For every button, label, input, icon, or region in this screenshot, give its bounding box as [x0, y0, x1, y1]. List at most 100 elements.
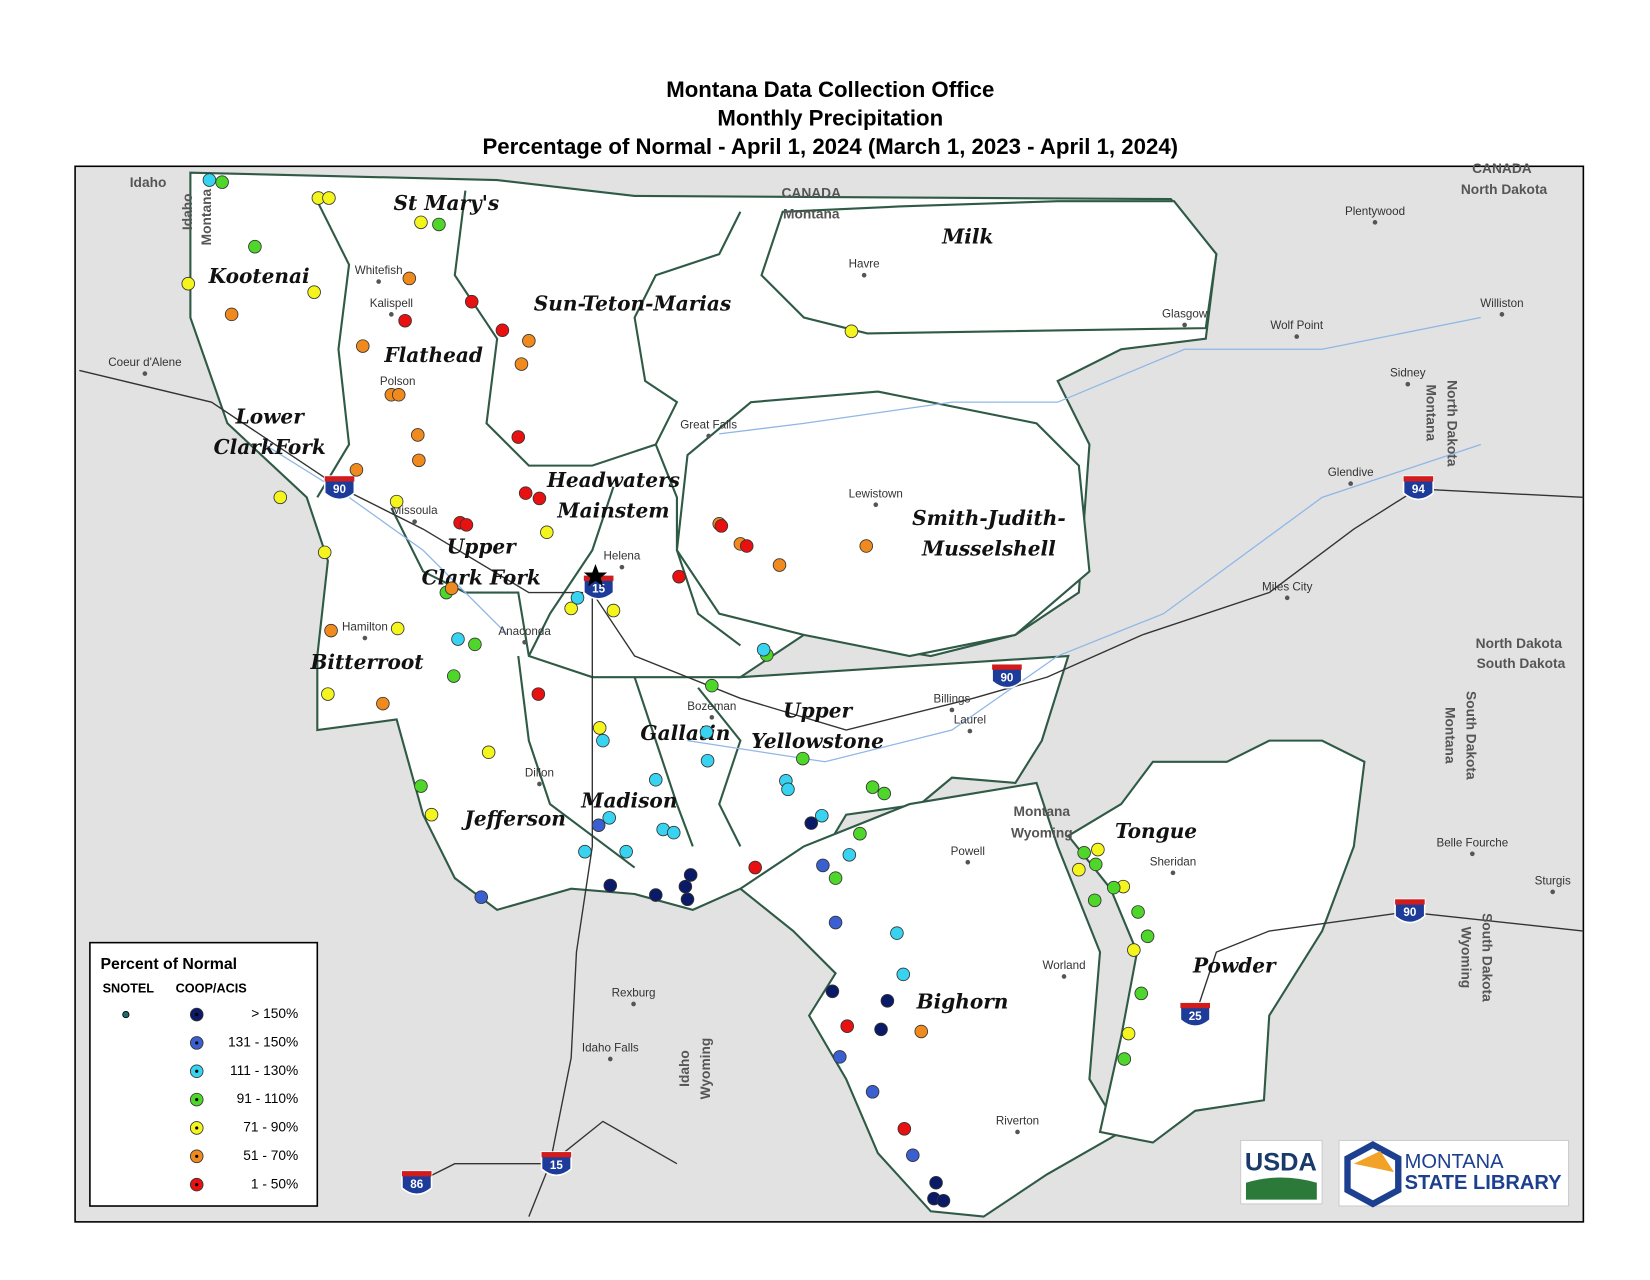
station-dot	[672, 569, 686, 584]
highway-shield-top	[324, 476, 355, 482]
station-dot	[349, 463, 364, 477]
place-label: Wolf Point	[1270, 319, 1324, 332]
basin-label: Tongue	[1115, 819, 1197, 843]
station-dot	[880, 994, 895, 1008]
basin-label: Jefferson	[460, 806, 566, 830]
place-marker	[537, 781, 542, 787]
basin-label: Bitterroot	[309, 650, 424, 674]
station-dot	[446, 669, 461, 683]
highway-number: 90	[1403, 906, 1416, 919]
place-label: Billings	[934, 692, 971, 705]
legend: Percent of Normal SNOTEL COOP/ACIS > 150…	[89, 941, 319, 1207]
region-label: Montana	[1442, 707, 1457, 764]
highway-number: 15	[592, 582, 605, 595]
station-dot	[390, 621, 405, 636]
place-marker	[1348, 481, 1354, 486]
station-dot	[224, 307, 239, 322]
basin-label: Yellowstone	[751, 729, 884, 753]
region-label: Wyoming	[1011, 825, 1073, 840]
station-dot	[859, 539, 874, 553]
highway-shield	[1179, 1002, 1211, 1027]
legend-label: 131 - 150%	[228, 1035, 298, 1050]
station-dot	[683, 868, 698, 882]
station-dot	[825, 984, 840, 999]
place-label: Whitefish	[355, 264, 403, 277]
region-label: Montana	[1014, 804, 1071, 819]
region-label: North Dakota	[1445, 380, 1460, 467]
highway-number: 94	[1412, 483, 1425, 496]
station-dot	[514, 357, 529, 371]
region-label: North Dakota	[1461, 182, 1548, 197]
place-label: Glendive	[1328, 466, 1374, 479]
basin-label: Bighorn	[916, 989, 1009, 1013]
highway-shield-top	[541, 1152, 572, 1158]
place-marker	[1015, 1129, 1020, 1135]
legend-dot-center	[195, 1012, 199, 1017]
title: Monthly Precipitation	[717, 106, 943, 131]
place-marker	[709, 715, 715, 720]
highway-shield-top	[1180, 1002, 1210, 1009]
station-dot	[532, 491, 547, 506]
place-label: Rexburg	[612, 986, 656, 999]
place-marker	[1550, 889, 1556, 895]
place-label: Havre	[849, 258, 880, 271]
station-dot	[815, 808, 829, 823]
legend-label: > 150%	[251, 1006, 298, 1021]
station-dot	[606, 603, 621, 618]
station-dot	[906, 1148, 920, 1163]
library-text: STATE LIBRARY	[1405, 1172, 1563, 1194]
station-dot	[853, 826, 867, 841]
place-marker	[1061, 974, 1067, 979]
legend-dot-center	[195, 1098, 199, 1102]
library-text: MONTANA	[1405, 1151, 1505, 1173]
station-dot	[833, 1050, 847, 1064]
place-label: Lewistown	[849, 487, 903, 500]
capital-star	[583, 563, 608, 587]
station-dot	[474, 890, 489, 904]
region-label: Wyoming	[1458, 927, 1473, 989]
station-dot	[781, 782, 795, 797]
station-dot	[705, 678, 719, 693]
station-dot	[828, 915, 843, 930]
place-marker	[1284, 595, 1290, 601]
basin-label: Sun-Teton-Marias	[534, 291, 731, 315]
place-marker	[873, 502, 879, 508]
station-dot	[649, 772, 663, 787]
highway-number: 25	[1189, 1010, 1202, 1023]
basin-label: Musselshell	[921, 537, 1056, 561]
station-dot	[391, 387, 406, 402]
station-dot	[596, 733, 610, 748]
place-label: Idaho Falls	[582, 1041, 639, 1054]
place-marker	[631, 1001, 636, 1007]
station-dot	[603, 878, 618, 893]
place-marker	[1499, 312, 1505, 317]
station-dot	[248, 239, 262, 254]
place-marker	[142, 371, 148, 376]
place-marker	[1405, 381, 1411, 387]
station-dot	[273, 490, 288, 505]
title: Montana Data Collection Office	[666, 77, 994, 102]
place-marker	[949, 707, 955, 713]
usda-text: USDA	[1245, 1148, 1317, 1176]
station-dot	[1087, 893, 1102, 908]
station-dot	[1127, 943, 1141, 957]
basin-label: Gallatin	[640, 721, 730, 745]
region-label: CANADA	[781, 185, 841, 200]
station-dot	[602, 811, 616, 825]
station-dot	[414, 779, 428, 793]
place-marker	[1182, 322, 1187, 328]
station-dot	[772, 558, 787, 572]
station-dot	[756, 642, 771, 657]
station-dot	[570, 591, 585, 605]
region-label: Montana	[199, 188, 214, 245]
highway-shield-top	[992, 664, 1022, 670]
place-label: Sturgis	[1535, 874, 1571, 887]
place-label: Great Falls	[680, 419, 737, 432]
station-dot	[619, 844, 633, 859]
station-dot	[1131, 905, 1145, 919]
library-logo	[1338, 1139, 1570, 1207]
basin-label: Flathead	[383, 343, 483, 367]
library-mark	[1344, 1141, 1402, 1208]
station-dot	[564, 601, 578, 616]
region-label: Idaho	[180, 193, 195, 230]
